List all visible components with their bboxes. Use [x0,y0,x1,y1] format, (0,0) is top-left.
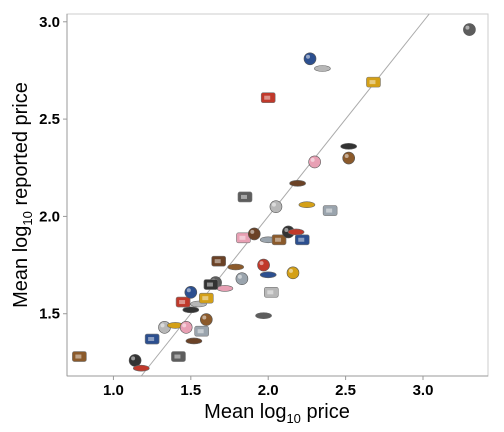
product-thumbnail-point [200,313,213,326]
product-thumbnail-point [260,92,276,103]
product-thumbnail-point [264,287,279,298]
y-tick-label: 2.5 [39,111,60,128]
x-axis-title: Mean log10 price [204,401,350,426]
product-thumbnail-point [303,52,317,66]
product-thumbnail-point [463,23,476,36]
product-thumbnail-point [179,321,193,334]
product-thumbnail-point [182,306,200,314]
product-thumbnail-point [185,337,203,345]
product-thumbnail-point [269,200,283,213]
product-thumbnail-point [298,201,316,209]
product-thumbnail-point [227,263,245,271]
product-thumbnail-point [235,272,249,285]
x-tick-label: 2.5 [335,382,356,399]
product-thumbnail-point [237,191,253,203]
y-tick-label: 2.0 [39,208,60,225]
y-tick-label: 3.0 [39,14,60,31]
product-thumbnail-point [171,351,186,362]
product-thumbnail-point [294,234,310,246]
product-thumbnail-point [342,151,355,165]
product-thumbnail-point [72,351,87,362]
x-tick-label: 3.0 [413,382,434,399]
product-thumbnail-point [128,354,142,367]
product-thumbnail-point [308,155,321,169]
product-thumbnail-point [194,325,209,337]
product-thumbnail-point [366,76,381,88]
product-thumbnail-point [289,180,306,187]
x-tick-label: 2.0 [258,382,279,399]
product-thumbnail-point [340,143,357,150]
product-thumbnail-point [203,279,219,290]
product-thumbnail-point [322,205,338,216]
y-axis-title: Mean log10 reported price [10,82,35,308]
x-tick-label: 1.5 [180,382,201,399]
plot-background [66,13,489,377]
product-thumbnail-point [286,266,300,280]
product-thumbnail-point [211,255,226,267]
product-thumbnail-point [199,292,214,304]
product-thumbnail-point [144,333,160,345]
product-thumbnail-point [132,364,150,372]
product-thumbnail-point [247,227,261,241]
product-thumbnail-point [259,271,277,279]
x-tick-label: 1.0 [103,382,124,399]
y-tick-label: 1.5 [39,306,60,323]
product-thumbnail-point [184,286,198,299]
product-thumbnail-point [216,285,234,292]
product-thumbnail-point [271,234,287,246]
reference-line [140,13,430,377]
product-thumbnail-point [255,312,272,319]
product-thumbnail-point [287,228,305,236]
product-thumbnail-point [257,258,270,272]
product-thumbnail-point [175,296,191,308]
product-thumbnail-point [314,65,331,72]
